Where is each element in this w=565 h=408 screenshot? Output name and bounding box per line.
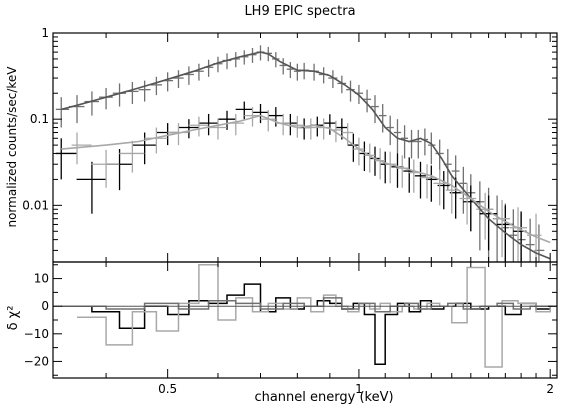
panel-frame — [52, 261, 558, 379]
spectrum-panel — [55, 45, 551, 262]
spectrum-y-axis-label: normalized counts/sec/keV — [5, 66, 19, 228]
mos_model-model-line — [61, 114, 551, 244]
y-tick-label: 1 — [41, 26, 49, 40]
mos2-residual-steps — [77, 264, 557, 368]
residual-panel — [53, 264, 557, 368]
y-tick-label: 0.01 — [22, 198, 49, 212]
pn-residual-steps — [61, 297, 553, 313]
y-tick-label: 10 — [34, 272, 49, 286]
residual-y-axis-label: δ χ² — [6, 306, 21, 331]
spectrum-axes: 0.01 0.1 1 — [22, 26, 558, 263]
panel-frame — [52, 32, 558, 263]
model-model-line — [60, 51, 551, 260]
x-axis-label: channel energy (keV) — [254, 390, 393, 405]
chart-title: LH9 EPIC spectra — [244, 4, 355, 19]
y-tick-label: −20 — [24, 354, 49, 368]
mos1-residual-steps — [61, 283, 557, 365]
y-tick-label: 0.1 — [30, 112, 49, 126]
residual-axes: 0.5 1 2 −20 −10 0 10 — [24, 261, 558, 396]
y-tick-label: −10 — [24, 327, 49, 341]
x-tick-label: 0.5 — [158, 382, 177, 396]
y-tick-label: 0 — [41, 299, 49, 313]
x-tick-label: 2 — [546, 382, 554, 396]
x-tick-label: 1 — [355, 382, 363, 396]
